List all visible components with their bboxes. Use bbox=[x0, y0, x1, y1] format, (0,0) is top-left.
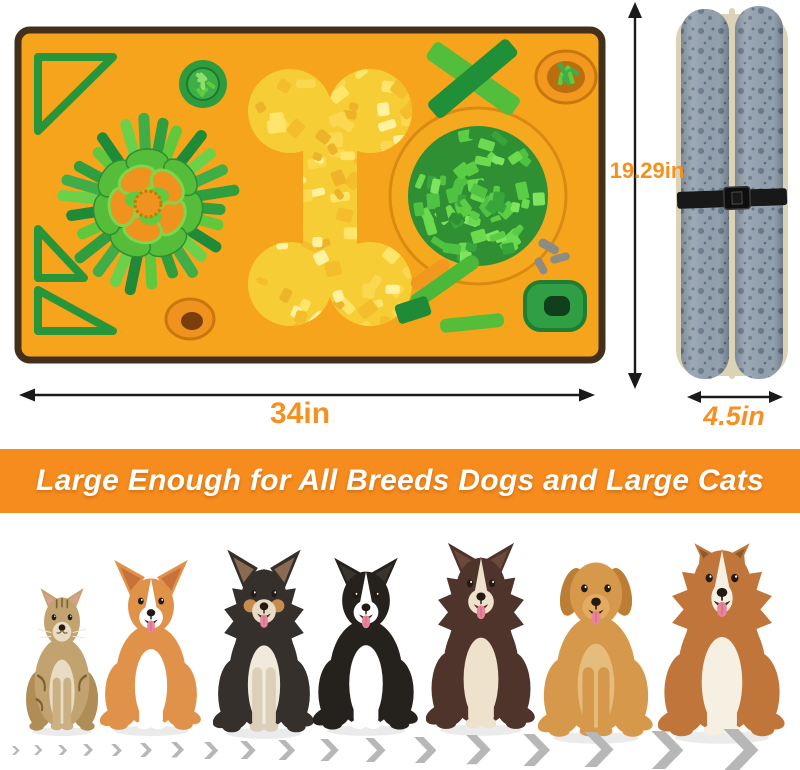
chevron-icon bbox=[34, 745, 43, 755]
chevron-icon bbox=[651, 730, 684, 770]
pet-cat bbox=[26, 588, 98, 737]
flower-zone bbox=[57, 112, 240, 296]
bowl-zone bbox=[388, 106, 568, 286]
chevron-icon bbox=[204, 741, 219, 759]
banner-text: Large Enough for All Breeds Dogs and Lar… bbox=[35, 464, 765, 497]
rolled-height-arrow-icon bbox=[628, 2, 642, 389]
chevron-icon bbox=[584, 732, 614, 768]
pet-corgi bbox=[100, 559, 201, 736]
chevron-icon bbox=[170, 742, 184, 758]
chevron-icon bbox=[278, 739, 296, 761]
pet-border-collie-brown bbox=[426, 542, 535, 736]
chevron-icon bbox=[12, 745, 20, 755]
roll-strap bbox=[676, 185, 788, 211]
pet-rough-collie bbox=[658, 543, 785, 744]
mat-width-arrow-icon bbox=[19, 388, 595, 402]
tube-pocket bbox=[523, 280, 587, 332]
mat-width-label: 34in bbox=[269, 397, 331, 430]
chevron-icon bbox=[320, 738, 339, 762]
rosette-pocket bbox=[179, 60, 227, 108]
chevron-icon bbox=[110, 743, 122, 757]
cross-strips bbox=[426, 39, 520, 119]
chevron-icon bbox=[723, 728, 759, 770]
chevron-icon bbox=[58, 744, 68, 756]
bottom-strips bbox=[394, 255, 504, 333]
rolled-width-arrow-icon bbox=[687, 391, 783, 403]
rolled-mat-photo bbox=[676, 6, 788, 379]
pet-border-collie bbox=[313, 557, 418, 736]
corner-triangles bbox=[34, 53, 117, 335]
chevron-icon bbox=[523, 734, 550, 767]
pocket-cup bbox=[164, 297, 216, 341]
size-banner: Large Enough for All Breeds Dogs and Lar… bbox=[0, 449, 800, 513]
chevron-icon bbox=[466, 735, 491, 765]
snuffle-mat-photo bbox=[14, 26, 606, 364]
corner-cup bbox=[534, 49, 598, 105]
chevron-icon bbox=[239, 740, 256, 760]
chevron-icon bbox=[83, 744, 94, 756]
gray-bits bbox=[534, 238, 570, 275]
rolled-height-label: 19.29in bbox=[609, 158, 685, 183]
pet-golden-retriever bbox=[538, 562, 653, 744]
rolled-width-label: 4.5in bbox=[703, 401, 765, 431]
chevron-icon bbox=[365, 737, 386, 763]
chevron-icon bbox=[139, 742, 152, 758]
chevron-icon bbox=[413, 736, 436, 764]
pet-chihuahua bbox=[213, 549, 314, 739]
